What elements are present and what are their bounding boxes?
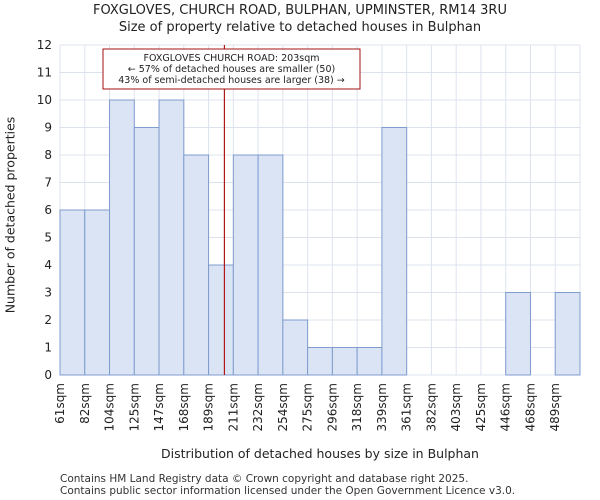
x-tick-label: 318sqm	[350, 383, 364, 431]
chart-subtitle: Size of property relative to detached ho…	[118, 20, 482, 35]
histogram-bar	[554, 292, 581, 376]
x-axis-label: Distribution of detached houses by size …	[161, 446, 479, 461]
x-tick-label: 382sqm	[424, 383, 438, 431]
footer-licence: Contains public sector information licen…	[60, 485, 516, 497]
x-tick-label: 254sqm	[276, 383, 290, 431]
x-tick-label: 104sqm	[103, 383, 117, 431]
x-tick-label: 489sqm	[548, 383, 562, 431]
x-tick-label: 361sqm	[400, 383, 414, 431]
y-tick-label: 2	[44, 313, 52, 327]
x-tick-label: 446sqm	[499, 383, 513, 431]
x-tick-label: 61sqm	[53, 383, 67, 424]
x-tick-label: 275sqm	[301, 383, 315, 431]
x-tick-label: 232sqm	[251, 383, 265, 431]
y-tick-label: 10	[37, 93, 52, 107]
histogram-bar	[208, 264, 234, 376]
annotation-box	[102, 48, 361, 90]
histogram-bar	[505, 292, 531, 376]
y-tick-label: 0	[44, 368, 52, 382]
y-axis-label: Number of detached properties	[2, 116, 18, 314]
chart-title: FOXGLOVES, CHURCH ROAD, BULPHAN, UPMINST…	[93, 3, 507, 18]
histogram-bar	[232, 154, 259, 376]
y-tick-label: 12	[37, 38, 52, 52]
histogram-bar	[109, 99, 135, 376]
histogram-bar	[133, 127, 160, 376]
y-tick-label: 11	[37, 66, 52, 80]
x-tick-label: 147sqm	[152, 383, 166, 431]
histogram-bar	[158, 99, 185, 376]
annotation-line-3: 43% of semi-detached houses are larger (…	[118, 75, 345, 86]
x-tick-label: 425sqm	[474, 383, 488, 431]
histogram-bar	[381, 127, 408, 376]
y-tick-label: 1	[44, 341, 52, 355]
y-tick-label: 7	[44, 176, 52, 190]
histogram-bar	[307, 347, 333, 376]
x-tick-label: 296sqm	[325, 383, 339, 431]
y-tick-label: 5	[44, 231, 52, 245]
x-tick-label: 339sqm	[375, 383, 389, 431]
histogram-bar	[59, 209, 86, 376]
histogram-bar	[183, 154, 210, 376]
histogram-bar	[257, 154, 284, 376]
x-tick-label: 403sqm	[449, 383, 463, 431]
x-tick-label: 189sqm	[202, 383, 216, 431]
histogram-bar	[331, 347, 358, 376]
x-tick-label: 168sqm	[177, 383, 191, 431]
x-tick-label: 82sqm	[78, 383, 92, 424]
y-tick-label: 3	[44, 286, 52, 300]
histogram-bar	[356, 347, 383, 376]
y-tick-label: 9	[44, 121, 52, 135]
y-tick-label: 4	[44, 258, 52, 272]
annotation-line-1: FOXGLOVES CHURCH ROAD: 203sqm	[144, 53, 320, 64]
histogram-bar	[282, 319, 309, 376]
x-tick-label: 125sqm	[127, 383, 141, 431]
y-tick-label: 6	[44, 203, 52, 217]
footer-copyright: Contains HM Land Registry data © Crown c…	[60, 473, 469, 485]
y-tick-label: 8	[44, 148, 52, 162]
x-tick-label: 211sqm	[226, 383, 240, 431]
x-tick-label: 468sqm	[523, 383, 537, 431]
histogram-bar	[84, 209, 111, 376]
annotation-line-2: ← 57% of detached houses are smaller (50…	[128, 64, 335, 75]
